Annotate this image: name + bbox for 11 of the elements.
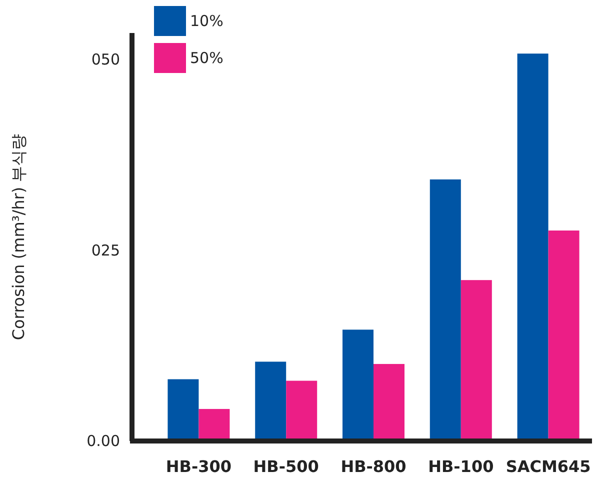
y-axis-title: Corrosion (mm³/hr) 부식량 (9, 134, 28, 340)
legend-label: 50% (190, 49, 224, 67)
x-tick-label: HB-100 (428, 457, 494, 476)
x-tick-label: HB-500 (253, 457, 319, 476)
legend-label: 10% (190, 12, 224, 30)
y-tick-label: 025 (91, 241, 120, 260)
y-tick-label: 050 (91, 50, 120, 69)
x-tick-label: SACM645 (506, 457, 591, 476)
x-tick-label: HB-300 (166, 457, 232, 476)
x-tick-label: HB-800 (340, 457, 406, 476)
y-tick-label: 0.00 (86, 432, 120, 450)
